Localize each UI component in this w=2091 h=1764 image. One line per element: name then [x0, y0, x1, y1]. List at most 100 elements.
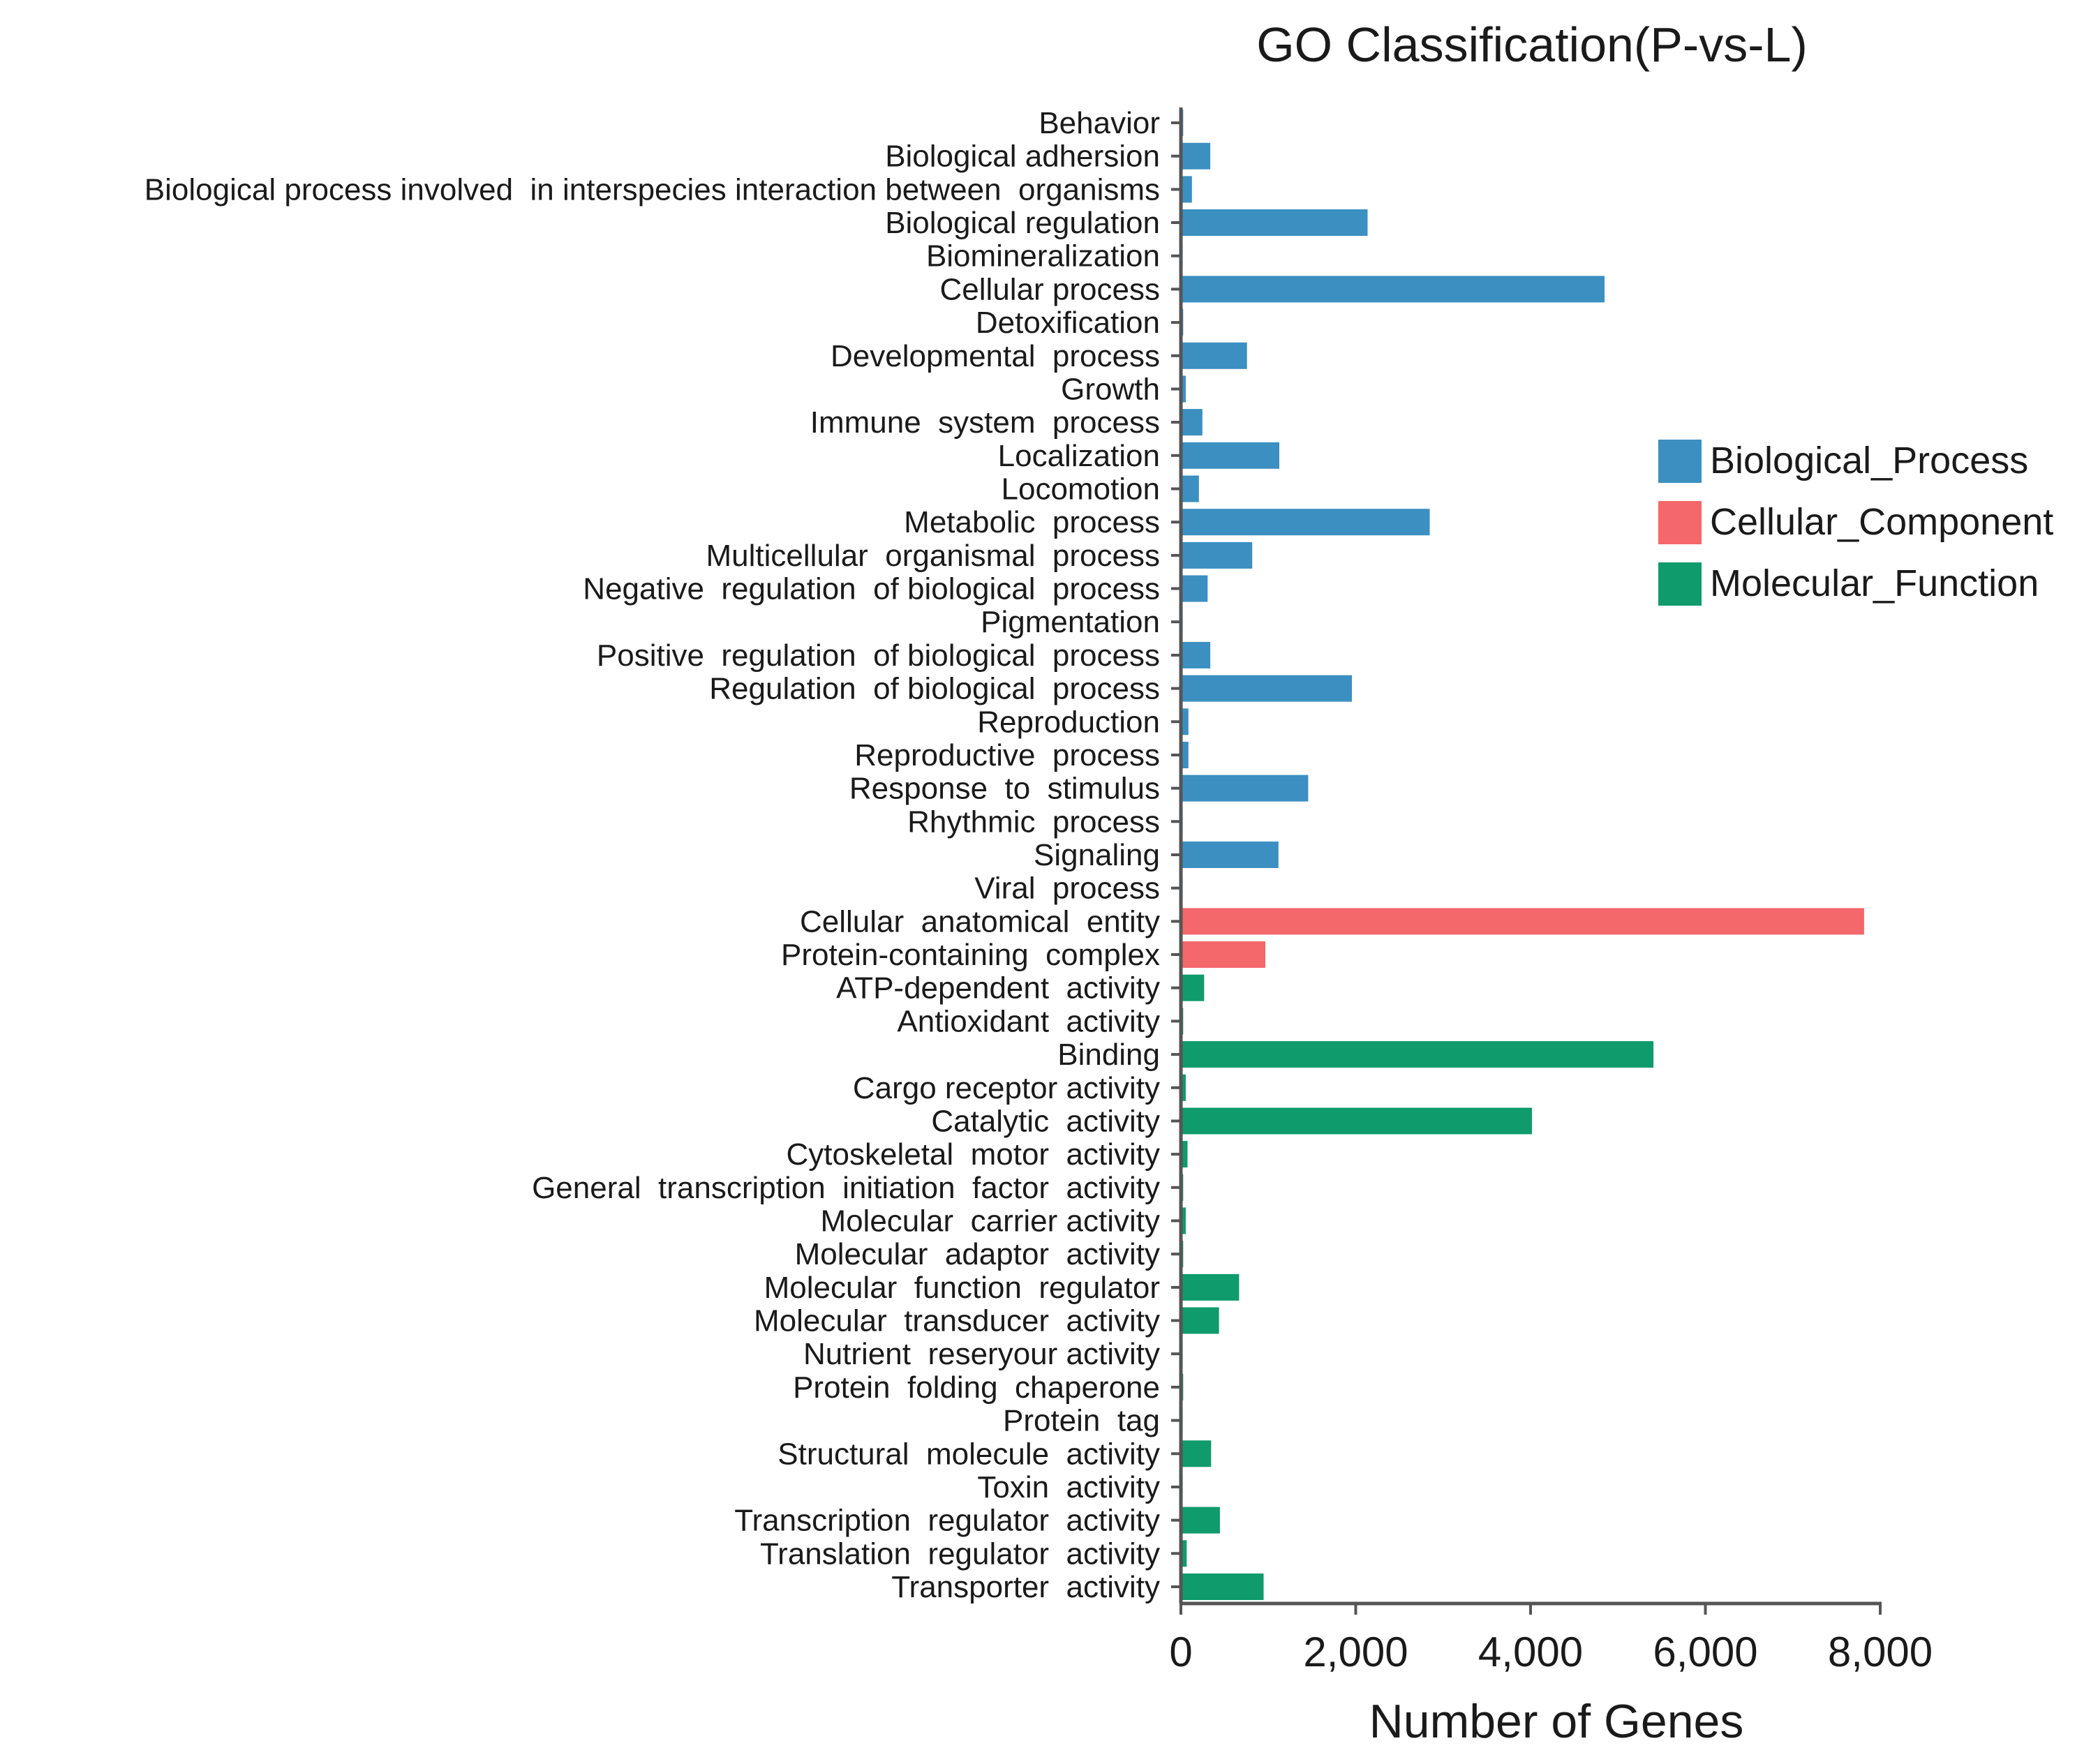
- category-label: Toxin activity: [977, 1470, 1160, 1504]
- bar-molecular-function-regulator: [1182, 1273, 1240, 1301]
- bar-positive-regulation-of-biological-process: [1182, 641, 1211, 668]
- bar-immune-system-process: [1182, 409, 1203, 436]
- category-label: Behavior: [1039, 106, 1160, 140]
- category-label: Rhythmic process: [907, 805, 1160, 839]
- legend-swatch-molecular-function: [1658, 562, 1702, 606]
- legend-swatch-cellular-component: [1658, 501, 1702, 544]
- bar-protein-folding-chaperone: [1182, 1373, 1184, 1400]
- bar-growth: [1182, 375, 1186, 403]
- bar-transcription-regulator-activity: [1182, 1507, 1220, 1534]
- bar-multicellular-organismal-process: [1182, 541, 1253, 569]
- category-label: Biological process involved in interspec…: [144, 172, 1160, 207]
- category-label: Viral process: [974, 872, 1160, 906]
- bar-biological-adhersion: [1182, 142, 1211, 170]
- category-label: Molecular function regulator: [764, 1271, 1160, 1305]
- category-label: Structural molecule activity: [777, 1437, 1160, 1471]
- bar-response-to-stimulus: [1182, 775, 1309, 802]
- category-label: Cytoskeletal motor activity: [787, 1137, 1161, 1172]
- category-label: Cellular anatomical entity: [800, 904, 1160, 939]
- bar-transporter-activity: [1182, 1574, 1264, 1600]
- category-label: Catalytic activity: [931, 1105, 1160, 1139]
- category-label: Binding: [1057, 1038, 1160, 1072]
- category-label: Nutrient reseryour activity: [803, 1337, 1160, 1371]
- bar-developmental-process: [1182, 342, 1247, 369]
- category-label: Transporter activity: [891, 1570, 1160, 1604]
- bar-structural-molecule-activity: [1182, 1440, 1212, 1467]
- x-tick-label: 6,000: [1653, 1629, 1757, 1675]
- category-label: Locomotion: [1002, 472, 1160, 507]
- bar-general-transcription-initiation-factor-activity: [1182, 1174, 1184, 1201]
- chart-title: GO Classification(P-vs-L): [1256, 17, 1808, 72]
- category-label: Regulation of biological process: [709, 672, 1160, 706]
- category-label: Protein folding chaperone: [793, 1370, 1160, 1405]
- category-label: Antioxidant activity: [897, 1004, 1160, 1038]
- category-label: Cargo receptor activity: [853, 1071, 1160, 1105]
- bar-negative-regulation-of-biological-process: [1182, 575, 1208, 602]
- bar-protein-containing-complex: [1182, 941, 1265, 968]
- bar-binding: [1182, 1041, 1654, 1068]
- x-tick-label: 4,000: [1478, 1629, 1583, 1675]
- category-label: Reproductive process: [854, 738, 1160, 772]
- category-label: Metabolic process: [904, 505, 1160, 539]
- category-label: Protein-containing complex: [781, 938, 1160, 972]
- bar-molecular-carrier-activity: [1182, 1207, 1186, 1234]
- category-label: Response to stimulus: [849, 772, 1160, 806]
- bar-localization: [1182, 442, 1279, 469]
- x-axis-title: Number of Genes: [1369, 1695, 1744, 1748]
- legend-label-biological-process: Biological_Process: [1710, 440, 2028, 481]
- bar-atp-dependent-activity: [1182, 974, 1205, 1001]
- bar-biological-regulation: [1182, 209, 1368, 236]
- bar-locomotion: [1182, 475, 1199, 502]
- bar-antioxidant-activity: [1182, 1008, 1184, 1035]
- bar-biological-process-involved-in-interspecies-interaction-between-organisms: [1182, 176, 1192, 203]
- bars-layer: [1182, 110, 1864, 1600]
- legend-swatch-biological-process: [1658, 440, 1702, 483]
- category-label: Developmental process: [831, 339, 1160, 373]
- bar-metabolic-process: [1182, 509, 1430, 536]
- bar-translation-regulator-activity: [1182, 1540, 1187, 1567]
- category-label: Cellular process: [940, 272, 1160, 306]
- x-tick-label: 2,000: [1303, 1629, 1408, 1675]
- x-tick-label: 0: [1169, 1629, 1192, 1675]
- x-tick-label: 8,000: [1828, 1629, 1933, 1675]
- category-label: General transcription initiation factor …: [532, 1171, 1160, 1205]
- axes: 0 2,000 4,000 6,000 8,000: [1169, 107, 1933, 1675]
- category-label: Negative regulation of biological proces…: [583, 572, 1160, 606]
- category-label: Growth: [1061, 373, 1160, 407]
- category-label: Reproduction: [977, 705, 1160, 739]
- category-label: Transcription regulator activity: [734, 1504, 1160, 1538]
- bar-catalytic-activity: [1182, 1107, 1532, 1135]
- category-label: Multicellular organismal process: [706, 539, 1160, 573]
- bar-behavior: [1182, 110, 1184, 136]
- bar-reproductive-process: [1182, 742, 1189, 768]
- category-label: Molecular transducer activity: [754, 1304, 1160, 1338]
- category-label: Pigmentation: [981, 605, 1160, 639]
- category-label: Positive regulation of biological proces…: [597, 638, 1160, 673]
- bar-detoxification: [1182, 309, 1184, 336]
- category-label: Biological adhersion: [885, 140, 1160, 174]
- category-label: Molecular carrier activity: [820, 1204, 1160, 1239]
- category-label: Detoxification: [976, 306, 1160, 340]
- category-label: Signaling: [1034, 838, 1160, 872]
- legend-label-molecular-function: Molecular_Function: [1710, 562, 2039, 604]
- category-label: Biological regulation: [885, 206, 1160, 240]
- category-label: ATP-dependent activity: [836, 971, 1160, 1006]
- category-label: Molecular adaptor activity: [795, 1237, 1160, 1271]
- category-label: Translation regulator activity: [760, 1537, 1160, 1571]
- bar-signaling: [1182, 842, 1279, 868]
- category-label: Immune system process: [810, 405, 1160, 440]
- bar-molecular-transducer-activity: [1182, 1307, 1219, 1334]
- bar-regulation-of-biological-process: [1182, 675, 1352, 702]
- category-label: Biomineralization: [926, 239, 1160, 274]
- bar-cellular-anatomical-entity: [1182, 908, 1864, 935]
- legend: Biological_Process Cellular_Component Mole…: [1658, 440, 2053, 606]
- bar-molecular-adaptor-activity: [1182, 1241, 1184, 1268]
- legend-label-cellular-component: Cellular_Component: [1710, 501, 2053, 543]
- bar-reproduction: [1182, 708, 1189, 735]
- bar-cytoskeletal-motor-activity: [1182, 1141, 1188, 1168]
- bar-cargo-receptor-activity: [1182, 1074, 1186, 1101]
- category-label: Protein tag: [1003, 1404, 1160, 1438]
- bar-cellular-process: [1182, 276, 1605, 303]
